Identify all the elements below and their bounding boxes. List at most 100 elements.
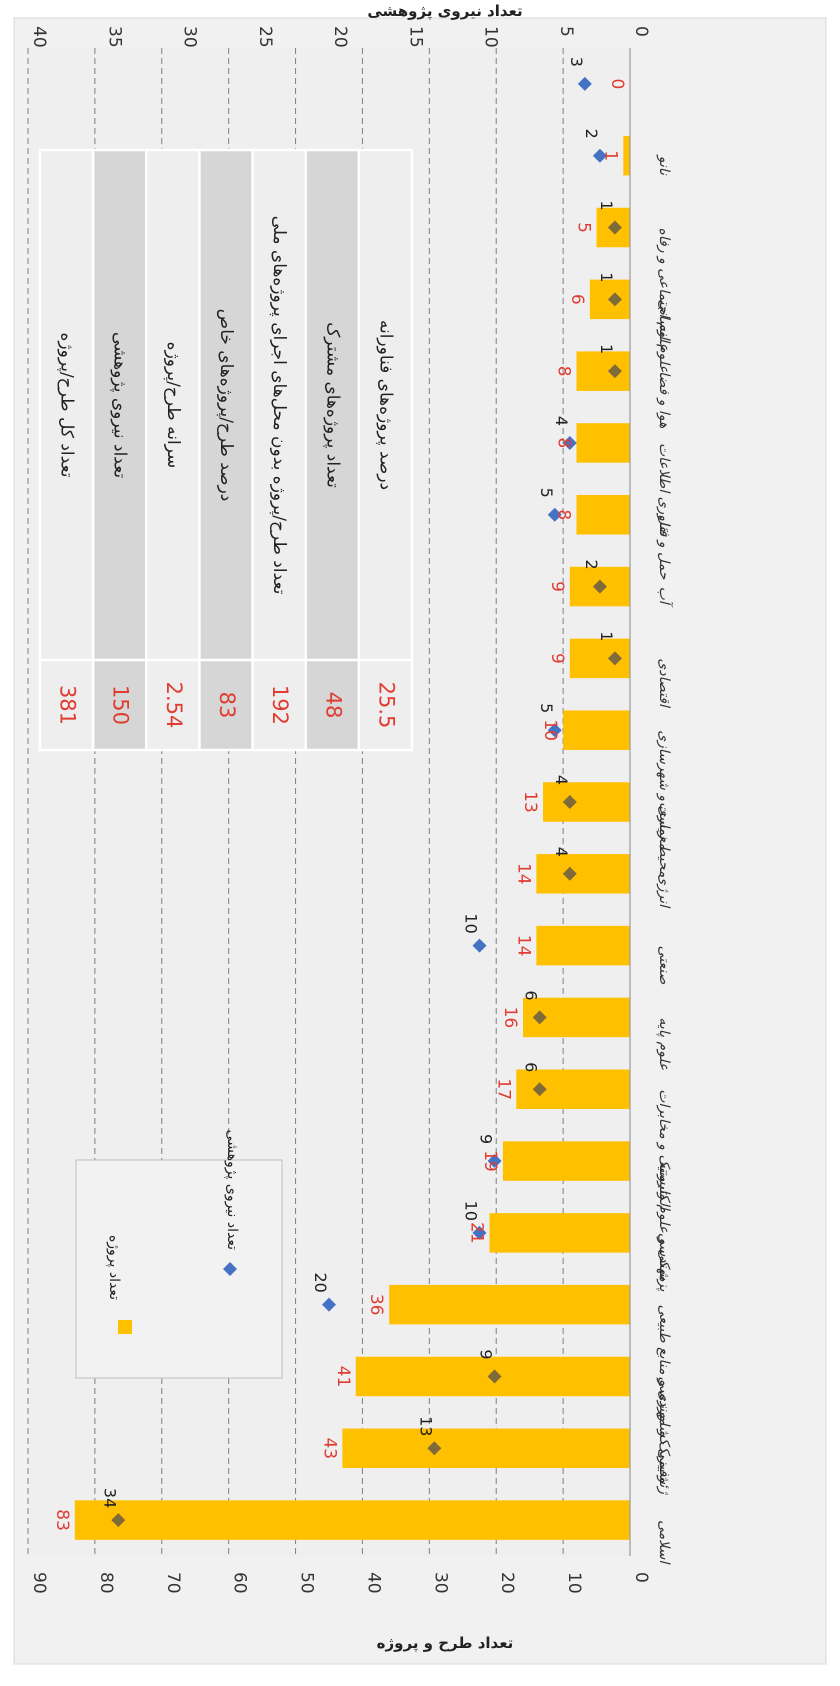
staff-value-label: 34 [100, 1488, 119, 1508]
bar-value-label: 36 [366, 1294, 386, 1316]
category-label: علوم پایه [656, 1017, 672, 1070]
staff-value-label: 13 [416, 1416, 435, 1436]
left-axis-tick: 90 [29, 1572, 49, 1594]
table-row-bg [305, 150, 359, 750]
bar-value-label: 9 [547, 581, 567, 592]
bar [502, 1141, 630, 1181]
left-axis-tick: 10 [564, 1572, 584, 1594]
right-axis-tick: 25 [255, 26, 275, 48]
category-label: اسلامی [656, 1520, 672, 1565]
table-label: تعداد طرح/پروژه بدون محل‌های اجرای پروژه… [269, 216, 289, 595]
right-axis-tick: 0 [631, 26, 651, 37]
staff-value-label: 1 [597, 272, 616, 282]
bar-value-label: 13 [520, 791, 540, 813]
bar [489, 1213, 630, 1253]
bar-value-label: 6 [567, 294, 587, 305]
bar [576, 351, 630, 391]
staff-marker [532, 1010, 547, 1025]
category-label: الکترونیک و مخابرات [656, 1089, 672, 1212]
bar-value-label: 43 [319, 1437, 339, 1459]
staff-marker [547, 723, 562, 738]
category-label: اقتصادی [656, 658, 672, 709]
legend-box [75, 1159, 283, 1379]
staff-marker [607, 651, 622, 666]
staff-value-label: 6 [522, 990, 541, 1000]
bar-series [74, 135, 631, 1540]
category-label: علوم انسانی [656, 299, 672, 372]
staff-marker [487, 1369, 502, 1384]
left-axis-tick: 50 [297, 1572, 317, 1594]
legend-bar-label: تعداد پروژه [106, 1235, 122, 1300]
right-axis-tick: 40 [29, 26, 49, 48]
table-value: 83 [215, 692, 239, 719]
staff-value-label: 1 [597, 200, 616, 210]
bar-value-label: 16 [500, 1007, 520, 1029]
left-axis-tick: 80 [96, 1572, 116, 1594]
table-label: تعداد کل طرح/پروژه [57, 333, 77, 478]
category-label: معماری و شهرسازی [656, 730, 672, 850]
left-axis-tick: 0 [631, 1572, 651, 1583]
bar-value-label: 9 [547, 653, 567, 664]
bar [536, 925, 630, 966]
category-label: هوا و فضا [656, 371, 672, 429]
left-axis-tick: 20 [497, 1572, 517, 1594]
bar [623, 135, 630, 176]
bar-value-label: 1 [600, 150, 620, 161]
bar-value-label: 8 [553, 366, 573, 377]
staff-marker [592, 148, 607, 163]
stats-table: 381 تعداد کل طرح/پروژه 150 تعداد نیروی پژوه… [38, 148, 414, 752]
bar-value-label: 8 [553, 509, 573, 520]
table-value: 25.5 [374, 682, 398, 729]
staff-value-label: 4 [552, 416, 571, 426]
bar-value-label: 17 [493, 1078, 513, 1100]
staff-marker [472, 938, 487, 953]
category-label: مهندسی [656, 1233, 672, 1282]
staff-value-label: 10 [462, 913, 481, 933]
right-axis-tick: 20 [330, 26, 350, 48]
category-label: آب [656, 587, 674, 608]
staff-marker [472, 1225, 487, 1240]
staff-marker [322, 1297, 336, 1312]
table-value: 381 [56, 685, 80, 725]
left-axis-tick: 40 [363, 1572, 383, 1594]
staff-value-label: 4 [552, 775, 571, 785]
table-row-bg [93, 150, 147, 750]
staff-marker [607, 364, 622, 379]
table-label: تعداد پروژه‌های مشترک [322, 322, 342, 488]
right-axis-tick: 35 [104, 26, 124, 48]
bar-value-label: 41 [333, 1366, 353, 1388]
table-value: 150 [109, 685, 133, 725]
axes: 01020304050607080900510152025303540تعداد… [29, 2, 651, 1653]
table-row-bg [252, 150, 306, 750]
category-label: ژئوفیزیک و مهندسی [656, 1376, 672, 1495]
staff-marker [607, 292, 622, 307]
category-label: انرژی [656, 874, 672, 909]
staff-value-label: 2 [582, 129, 601, 139]
bar-value-label: 14 [513, 863, 533, 885]
staff-marker [487, 1154, 502, 1169]
bar [576, 495, 630, 535]
table-row-bg [358, 150, 412, 750]
staff-value-label: 1 [597, 344, 616, 354]
table-value: 192 [268, 685, 292, 725]
left-axis-tick: 30 [430, 1572, 450, 1594]
right-axis-tick: 30 [180, 26, 200, 48]
bar-value-label: 19 [480, 1150, 500, 1172]
table-label: درصد پروژه‌های فناورانه [375, 320, 395, 490]
staff-marker [562, 435, 577, 450]
right-axis-tick: 10 [481, 26, 501, 48]
bar [543, 782, 630, 822]
staff-marker [547, 507, 562, 522]
legend-marker-swatch [223, 1262, 237, 1276]
bar-value-label: 83 [52, 1509, 72, 1531]
marker-series [111, 76, 622, 1528]
table-label: سرانه طرح/پروژه [163, 342, 183, 469]
bar-value-label: 8 [553, 438, 573, 449]
staff-value-label: 9 [477, 1134, 496, 1144]
category-label: محیط زیست [656, 802, 672, 878]
staff-value-label: 20 [311, 1272, 330, 1292]
staff-value-label: 4 [552, 847, 571, 857]
staff-marker [532, 1082, 547, 1097]
bar-value-label: 14 [513, 935, 533, 957]
